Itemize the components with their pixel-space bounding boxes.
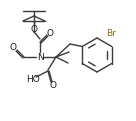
Text: O: O (10, 42, 16, 52)
Text: HO: HO (26, 75, 40, 83)
Text: Br: Br (106, 30, 116, 38)
Text: N: N (37, 53, 43, 61)
Text: O: O (47, 29, 53, 38)
Text: O: O (30, 24, 38, 34)
Text: O: O (50, 80, 56, 90)
